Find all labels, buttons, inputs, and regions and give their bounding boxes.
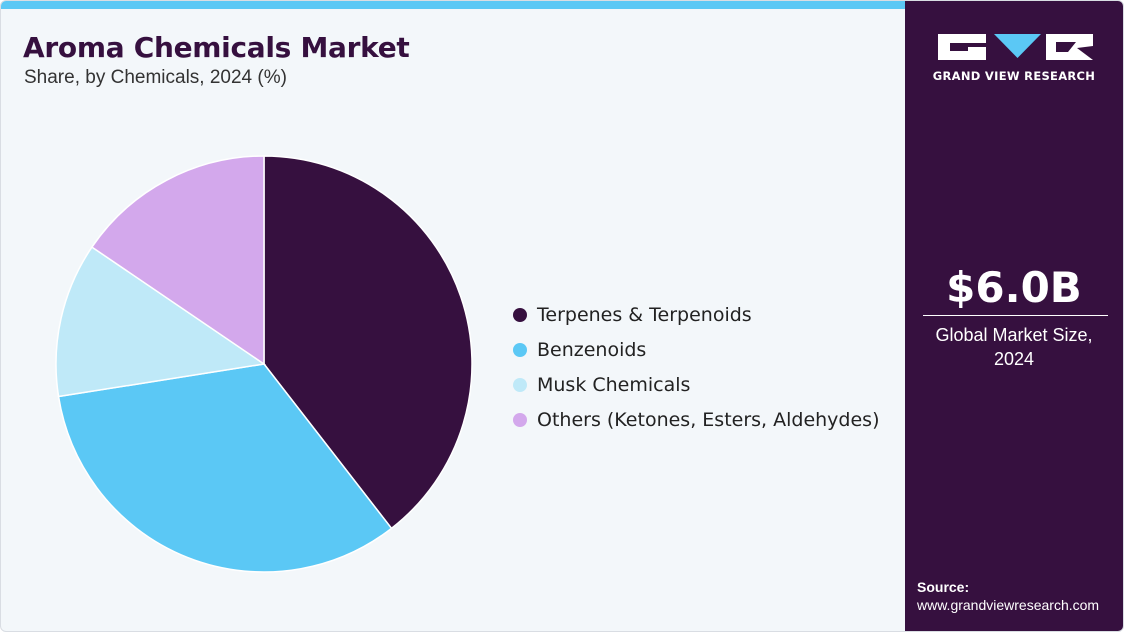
legend-label-benzenoids: Benzenoids <box>537 338 647 361</box>
source-label: Source: <box>917 579 970 595</box>
market-size-panel: GRAND VIEW RESEARCH $6.0B Global Market … <box>905 1 1123 631</box>
pie-slice-others <box>90 155 265 366</box>
grand-view-research-logo <box>938 34 1093 60</box>
pie-chart <box>55 155 473 573</box>
legend-item-terpenes: Terpenes & Terpenoids <box>513 297 880 332</box>
source-link[interactable]: www.grandviewresearch.com <box>917 597 1100 613</box>
pie-slice-benzenoids <box>57 363 393 573</box>
accent-bar <box>1 1 905 9</box>
legend-item-musk: Musk Chemicals <box>513 367 880 402</box>
pie-slice-musk <box>55 246 266 398</box>
legend-label-others: Others (Ketones, Esters, Aldehydes) <box>537 408 880 431</box>
legend-item-benzenoids: Benzenoids <box>513 332 880 367</box>
legend-marker-benzenoids <box>513 342 527 357</box>
legend-item-others: Others (Ketones, Esters, Aldehydes) <box>513 402 880 437</box>
divider <box>923 315 1108 316</box>
legend-marker-others <box>513 412 527 427</box>
legend-marker-terpenes <box>513 307 527 322</box>
chart-title: Aroma Chemicals Market <box>23 31 410 64</box>
legend-label-terpenes: Terpenes & Terpenoids <box>537 303 752 326</box>
logo-wordmark: GRAND VIEW RESEARCH <box>932 69 1096 83</box>
legend-label-musk: Musk Chemicals <box>537 373 691 396</box>
chart-legend: Terpenes & Terpenoids Benzenoids Musk Ch… <box>513 297 880 437</box>
market-size-value: $6.0B <box>946 263 1082 312</box>
market-size-label: Global Market Size, 2024 <box>935 325 1093 369</box>
pie-slice-terpenes <box>263 155 473 530</box>
legend-marker-musk <box>513 377 527 392</box>
chart-subtitle: Share, by Chemicals, 2024 (%) <box>24 67 287 88</box>
